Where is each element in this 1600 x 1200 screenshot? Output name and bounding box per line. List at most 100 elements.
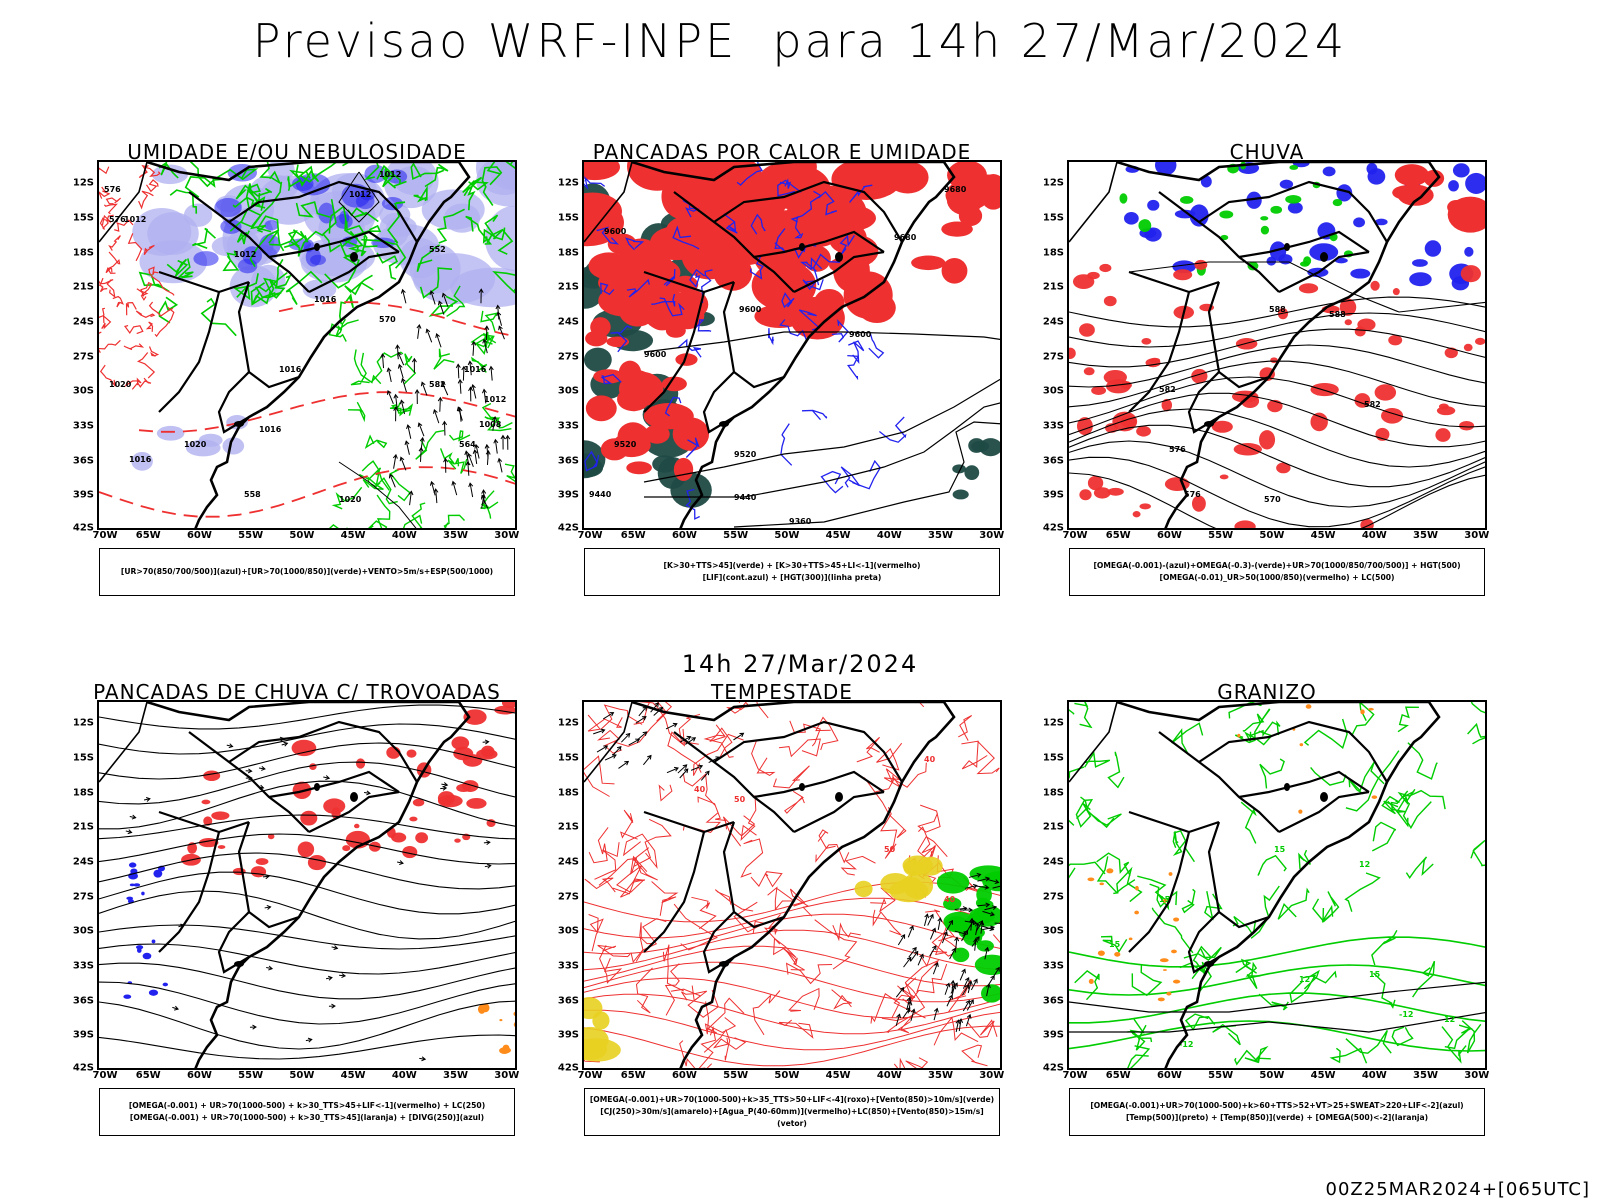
map-canvas: 15 15 12 15 12 -12 -12 15 12	[1069, 702, 1485, 1068]
thickness-558-line	[99, 466, 515, 518]
contour-label: 1012	[124, 215, 146, 224]
latitude-tick-label: 12S	[557, 717, 579, 729]
lc850-red-line	[584, 897, 1000, 939]
hgt500-line	[1069, 440, 1485, 508]
latitude-tick-label: 15S	[72, 212, 94, 224]
map-canvas: 40 50 40 50 40	[584, 702, 1000, 1068]
longitude-tick-label: 45W	[1310, 530, 1336, 541]
legend-line: [OMEGA(-0.001)+UR>70(1000-500)+k>35_TTS>…	[589, 1095, 995, 1104]
streamline	[99, 761, 515, 805]
temp850-green-line	[1069, 964, 1485, 996]
latitude-tick-label: 12S	[72, 177, 94, 189]
hgt500-line	[1069, 312, 1485, 348]
latitude-tick-label: 15S	[557, 752, 579, 764]
isobar-1012	[338, 171, 380, 223]
latitude-tick-label: 36S	[1042, 995, 1064, 1007]
wind-vectors-east	[954, 872, 1000, 936]
main-title: Previsao WRF-INPE para 14h 27/Mar/2024	[252, 14, 1348, 68]
streamline	[99, 852, 515, 890]
streamline	[99, 1000, 515, 1050]
latitude-tick-label: 33S	[1042, 420, 1064, 432]
latitude-tick-label: 21S	[557, 281, 579, 293]
latitude-tick-label: 12S	[72, 717, 94, 729]
hgt300-9600	[643, 331, 1000, 353]
map-panel-pancadas-trovoadas: PANCADAS DE CHUVA C/ TROVOADAS 12S 15S 18S 2…	[67, 680, 527, 1140]
latitude-tick-label: 15S	[72, 752, 94, 764]
contour-label: 1016	[129, 455, 152, 464]
thickness-564-line	[138, 391, 515, 433]
latitude-tick-label: 12S	[1042, 177, 1064, 189]
longitude-tick-label: 70W	[1062, 530, 1088, 541]
longitude-tick-label: 45W	[825, 1070, 851, 1081]
longitude-tick-label: 30W	[979, 530, 1005, 541]
hgt300-9440	[644, 402, 1000, 498]
contour-label: 576	[1169, 445, 1186, 454]
contour-label: 9440	[589, 490, 612, 499]
lc850-red-line	[584, 1025, 1000, 1067]
latitude-tick-label: 24S	[1042, 316, 1064, 328]
temp850-green-line	[1069, 936, 1485, 968]
thickness-red-contours-west	[99, 164, 175, 390]
latitude-tick-label: 42S	[72, 1062, 94, 1074]
latitude-axis: 12S 15S 18S 21S 24S 27S 30S 33S 36S 39S 42S	[552, 700, 582, 1074]
longitude-tick-label: 65W	[135, 530, 161, 541]
map-panel-umidade: UMIDADE E/OU NEBULOSIDADE 1012 1012 1012 101…	[67, 140, 527, 600]
latitude-tick-label: 21S	[1042, 281, 1064, 293]
hgt500-line	[1069, 472, 1485, 528]
longitude-tick-label: 60W	[1156, 1070, 1182, 1081]
latitude-tick-label: 39S	[557, 489, 579, 501]
wind850-green-shading	[936, 865, 1000, 1003]
streamline	[99, 780, 515, 830]
temp500-line	[1069, 981, 1485, 1013]
streamline	[99, 1034, 515, 1060]
contour-label: 9520	[734, 450, 757, 459]
longitude-tick-label: 45W	[825, 530, 851, 541]
latitude-tick-label: 33S	[72, 960, 94, 972]
latitude-tick-label: 24S	[557, 316, 579, 328]
longitude-axis: 70W 65W 60W 55W 50W 45W 40W 35W 30W	[578, 530, 1005, 544]
latitude-tick-label: 39S	[557, 1029, 579, 1041]
latitude-tick-label: 42S	[1042, 522, 1064, 534]
legend-line: [OMEGA(-0.01)_UR>50(1000/850)(vermelho) …	[1159, 573, 1395, 582]
longitude-tick-label: 60W	[186, 530, 212, 541]
longitude-tick-label: 40W	[876, 1070, 902, 1081]
lc850-red-line	[584, 993, 1000, 1035]
lc850-red-line	[584, 929, 1000, 971]
contour-label: 50	[734, 795, 746, 804]
contour-label: 9600	[849, 330, 872, 339]
latitude-tick-label: 18S	[557, 787, 579, 798]
contour-label: 15	[1369, 970, 1381, 979]
streamline	[99, 723, 515, 755]
contour-label: 1020	[184, 440, 207, 449]
coastline-and-borders	[584, 162, 956, 528]
latitude-tick-label: 39S	[1042, 1029, 1064, 1041]
latitude-tick-label: 27S	[557, 351, 579, 363]
map-frame: 15 15 12 15 12 -12 -12 15 12	[1067, 700, 1487, 1070]
map-canvas: 1012 1012 1012 1012 1016 1016 1016 1020 1020 1008…	[99, 162, 515, 528]
jet-yellow-shading-sw	[584, 997, 621, 1062]
contour-label: 15	[1159, 895, 1171, 904]
streamline	[99, 924, 515, 950]
temp850-green-line	[1069, 1020, 1485, 1052]
latitude-tick-label: 12S	[1042, 717, 1064, 729]
k-tts-li-red-shading-east	[886, 162, 1000, 284]
longitude-tick-label: 30W	[1464, 530, 1490, 541]
contour-label: 9680	[944, 185, 967, 194]
contour-label: 40	[694, 785, 706, 794]
map-canvas: 588 588 582 582 576 576 570	[1069, 162, 1485, 528]
contour-label: 9440	[734, 493, 757, 502]
latitude-tick-label: 36S	[72, 455, 94, 467]
isobar-1020	[338, 461, 417, 528]
latitude-tick-label: 30S	[72, 925, 94, 937]
contour-label: 552	[429, 245, 446, 254]
k-tts-green-shading-ocean	[952, 438, 1000, 500]
contour-label: 558	[244, 490, 261, 499]
latitude-tick-label: 18S	[557, 247, 579, 258]
latitude-axis: 12S 15S 18S 21S 24S 27S 30S 33S 36S 39S 42S	[67, 700, 97, 1074]
longitude-tick-label: 60W	[1156, 530, 1182, 541]
contour-label: 570	[379, 315, 396, 324]
panel-legend: [OMEGA(-0.001) + UR>70(1000-500) + k>30_…	[99, 1088, 515, 1136]
contour-label: 9600	[739, 305, 762, 314]
latitude-tick-label: 36S	[1042, 455, 1064, 467]
map-panel-chuva: CHUVA 588 588 582 582 576 576 570 12S 15S 18S 21S 24…	[1037, 140, 1497, 600]
